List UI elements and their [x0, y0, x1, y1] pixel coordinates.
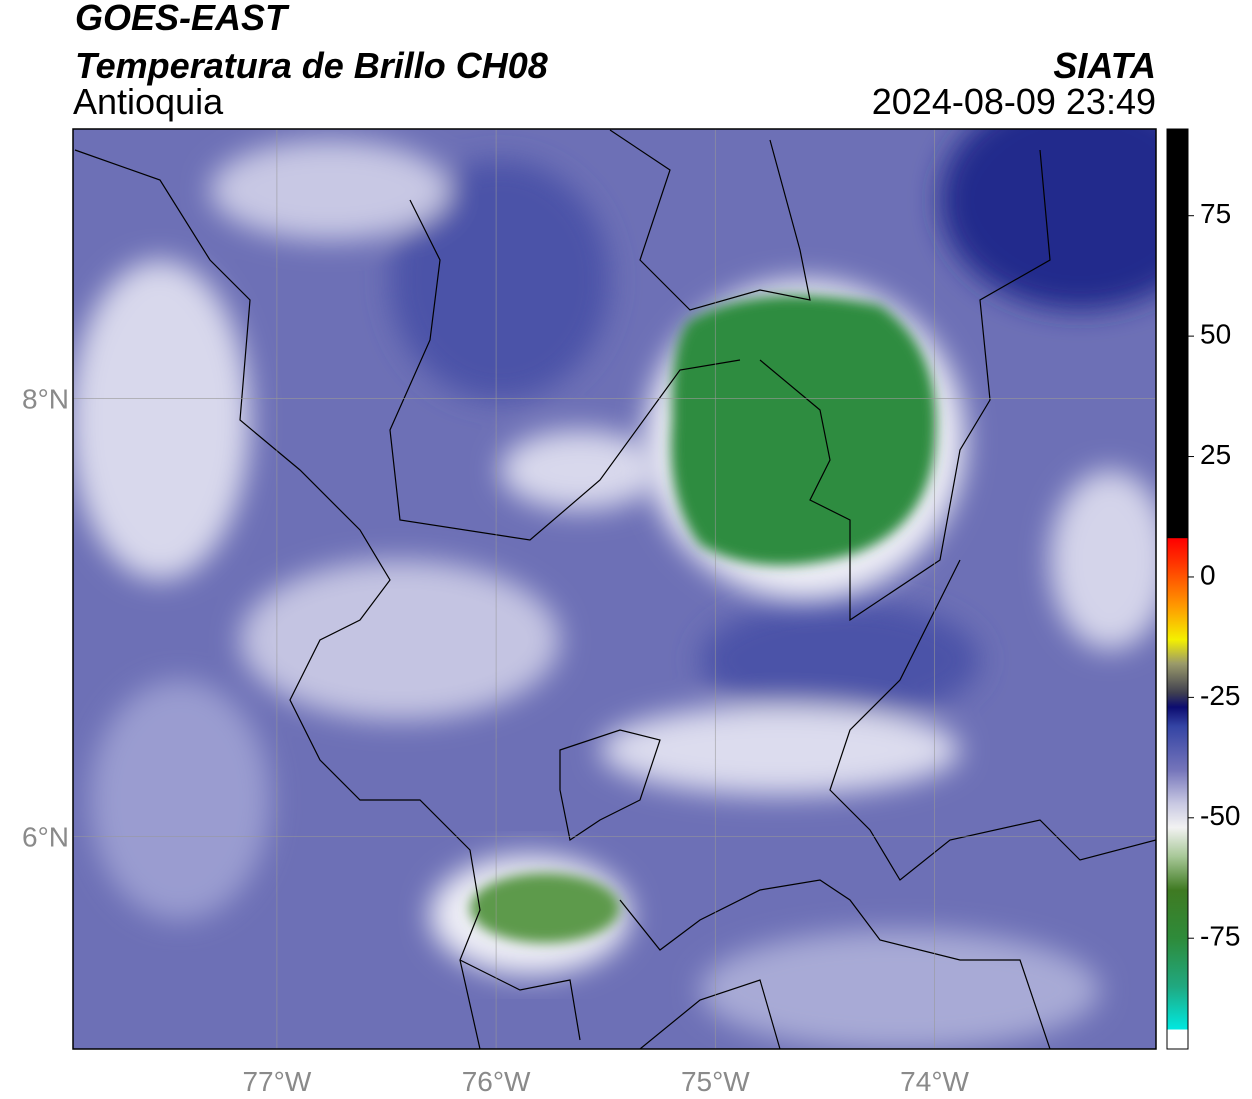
source: SIATA	[1053, 45, 1156, 86]
colorbar-tick-label: -25	[1200, 680, 1240, 711]
map-image	[73, 129, 1156, 1049]
colorbar-tick-label: 0	[1200, 559, 1216, 590]
timestamp: 2024-08-09 23:49	[872, 81, 1156, 122]
colorbar-tick-label: -75	[1200, 921, 1240, 952]
x-tick-label: 77°W	[242, 1066, 311, 1097]
colorbar	[1166, 128, 1189, 1050]
x-tick-label: 74°W	[900, 1066, 969, 1097]
colorbar-tick-label: 50	[1200, 319, 1231, 350]
subtitle: Temperatura de Brillo CH08	[75, 45, 548, 86]
colorbar-tick-label: 25	[1200, 439, 1231, 470]
title: GOES-EAST	[75, 0, 290, 38]
map-frame	[72, 128, 1157, 1050]
colorbar-tick-label: 75	[1200, 198, 1231, 229]
colorbar-tick-label: -50	[1200, 800, 1240, 831]
region: Antioquia	[73, 81, 224, 122]
cold-cloud-top	[430, 280, 965, 975]
y-tick-label: 6°N	[22, 822, 69, 853]
x-tick-label: 76°W	[462, 1066, 531, 1097]
x-tick-label: 75°W	[681, 1066, 750, 1097]
y-tick-label: 8°N	[22, 383, 69, 414]
